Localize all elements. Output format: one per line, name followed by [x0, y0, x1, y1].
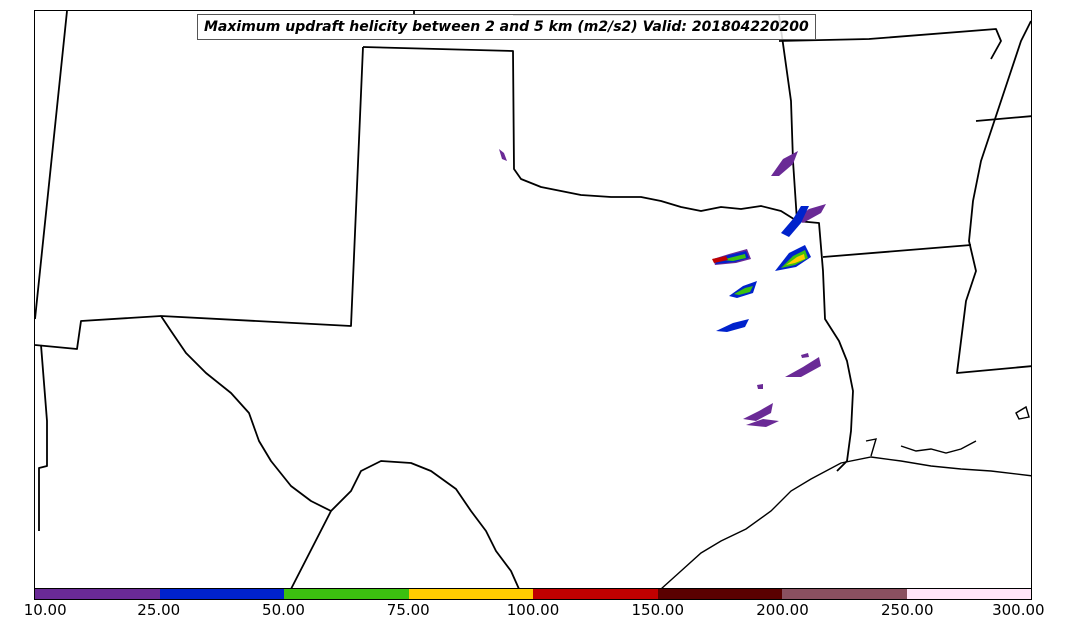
- map-title: Maximum updraft helicity between 2 and 5…: [197, 14, 816, 40]
- colorbar-segment: [533, 589, 658, 599]
- swath: [746, 419, 779, 427]
- swath: [786, 254, 805, 265]
- swath: [801, 353, 809, 358]
- colorbar-segment: [284, 589, 409, 599]
- map-panel: [34, 10, 1032, 600]
- state-border-tx-panhandle: [362, 46, 854, 472]
- colorbar-tick-label: 10.00: [23, 601, 67, 619]
- swath: [743, 403, 773, 421]
- colorbar-tick-label: 75.00: [386, 601, 430, 619]
- state-border-ar-la: [822, 244, 972, 258]
- state-border-nm-west: [35, 11, 68, 320]
- swath: [734, 286, 753, 295]
- coastline-detail-2: [1015, 405, 1030, 420]
- state-border-nm-south: [35, 315, 162, 350]
- colorbar-segment: [782, 589, 907, 599]
- colorbar-segment: [657, 589, 782, 599]
- state-border-ms-river: [956, 20, 1031, 374]
- colorbar-tick-label: 300.00: [992, 601, 1045, 619]
- swath: [785, 357, 821, 377]
- colorbar-segment: [35, 589, 160, 599]
- state-border-nm-mex: [38, 344, 48, 531]
- colorbar-segment: [906, 589, 1031, 599]
- swath: [499, 149, 507, 161]
- state-border-ms-al: [975, 115, 1031, 122]
- colorbar-tick-label: 50.00: [262, 601, 305, 619]
- colorbar-tick-label: 150.00: [631, 601, 685, 619]
- state-border-rio-grande: [330, 460, 520, 590]
- swath: [757, 384, 763, 389]
- colorbar-tick-label: 25.00: [137, 601, 181, 619]
- coastline-detail-1: [865, 438, 877, 457]
- swath: [796, 204, 826, 223]
- coastline-gulf: [660, 456, 1031, 590]
- colorbar-segment: [159, 589, 284, 599]
- colorbar-tick-label: 100.00: [506, 601, 560, 619]
- colorbar-segment: [408, 589, 533, 599]
- coastline-detail-3: [900, 440, 977, 454]
- swath: [781, 206, 809, 237]
- swath: [771, 151, 798, 176]
- state-border-ar-mo: [778, 28, 1002, 60]
- state-border-tx-nm: [160, 46, 364, 590]
- colorbar-tick-label: 200.00: [756, 601, 809, 619]
- colorbar: [34, 588, 1032, 600]
- helicity-swaths: [499, 149, 826, 427]
- map-canvas: [35, 11, 1031, 590]
- swath: [712, 256, 728, 263]
- colorbar-tick-label: 250.00: [881, 601, 934, 619]
- swath: [716, 319, 749, 332]
